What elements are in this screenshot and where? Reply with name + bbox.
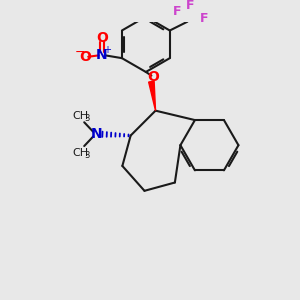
Text: 3: 3 xyxy=(84,151,90,160)
Text: F: F xyxy=(185,0,194,12)
Text: +: + xyxy=(103,45,111,56)
Text: O: O xyxy=(147,70,159,84)
Text: CH: CH xyxy=(73,148,89,158)
Text: O: O xyxy=(79,50,91,64)
Text: O: O xyxy=(96,31,108,45)
Text: −: − xyxy=(75,46,85,59)
Text: F: F xyxy=(173,5,182,18)
Text: F: F xyxy=(200,12,208,25)
Text: N: N xyxy=(90,127,102,141)
Polygon shape xyxy=(148,81,155,111)
Text: CH: CH xyxy=(73,111,89,121)
Text: N: N xyxy=(96,48,108,62)
Text: 3: 3 xyxy=(84,114,90,123)
